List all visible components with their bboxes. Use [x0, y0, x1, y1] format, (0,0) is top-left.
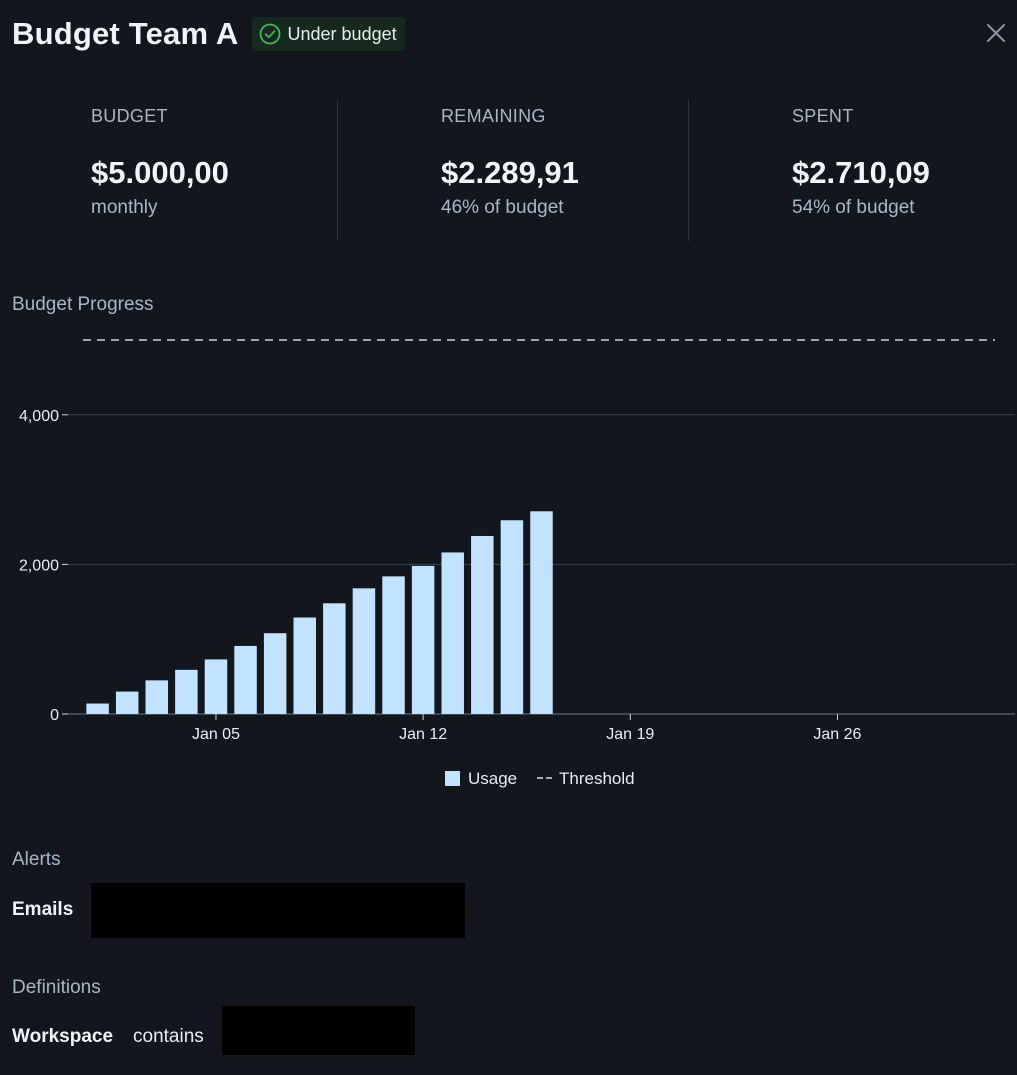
x-tick-label: Jan 19 — [606, 726, 654, 743]
stat-label: REMAINING — [441, 106, 546, 126]
y-tick-label: 4,000 — [19, 408, 59, 425]
usage-bar — [234, 645, 257, 714]
status-badge-label: Under budget — [287, 23, 397, 44]
legend-usage-swatch — [445, 771, 460, 786]
stat-subtext: 46% of budget — [441, 197, 564, 218]
stat-subtext: monthly — [91, 197, 158, 218]
usage-bar — [323, 603, 346, 714]
definition-operator: contains — [133, 1026, 204, 1047]
stat-value: $2.289,91 — [441, 155, 579, 190]
usage-bar — [86, 703, 109, 714]
legend-threshold-label: Threshold — [559, 769, 635, 788]
usage-bar — [382, 576, 405, 714]
status-badge: Under budget — [251, 17, 405, 51]
x-tick-label: Jan 05 — [192, 726, 240, 743]
stat-label: SPENT — [792, 106, 854, 126]
y-tick-label: 2,000 — [19, 557, 59, 574]
stat-divider — [337, 100, 338, 241]
header: Budget Team A Under budget — [12, 12, 405, 56]
definition-value-redacted — [222, 1006, 415, 1055]
stat-label: BUDGET — [91, 106, 168, 126]
stat-subtext: 54% of budget — [792, 197, 915, 218]
usage-bar — [441, 552, 464, 714]
definition-field: Workspace — [12, 1026, 114, 1047]
usage-bar — [352, 588, 376, 714]
x-tick-label: Jan 12 — [399, 726, 447, 743]
usage-bar — [263, 633, 287, 714]
budget-progress-chart: 0 2,000 4,000 Jan 05 Jan 12 Jan 19 Jan 26 Usage… — [19, 339, 1015, 788]
legend-usage-label: Usage — [468, 769, 517, 788]
budget-progress-heading: Budget Progress — [12, 294, 154, 315]
alerts-heading: Alerts — [12, 849, 61, 870]
usage-bar — [411, 565, 435, 714]
stat-divider — [688, 100, 689, 241]
budget-summary: BUDGET $5.000,00 monthly REMAINING $2.28… — [0, 100, 1017, 241]
usage-bar — [115, 691, 139, 714]
check-circle-icon — [259, 23, 281, 45]
x-tick-label: Jan 26 — [813, 726, 861, 743]
usage-bar — [500, 520, 524, 714]
emails-value-redacted — [91, 883, 465, 938]
stat-value: $2.710,09 — [792, 155, 930, 190]
definitions-heading: Definitions — [12, 977, 101, 998]
emails-label: Emails — [12, 899, 74, 920]
usage-bar — [145, 680, 169, 714]
close-button[interactable] — [982, 19, 1010, 47]
usage-bar — [293, 617, 316, 714]
close-icon — [987, 24, 1005, 42]
usage-bar — [471, 535, 494, 714]
usage-bar — [175, 669, 198, 714]
y-tick-label: 0 — [50, 707, 59, 724]
stat-value: $5.000,00 — [91, 155, 229, 190]
usage-bar — [204, 659, 228, 714]
usage-bar — [530, 511, 553, 714]
page-title: Budget Team A — [12, 16, 239, 51]
